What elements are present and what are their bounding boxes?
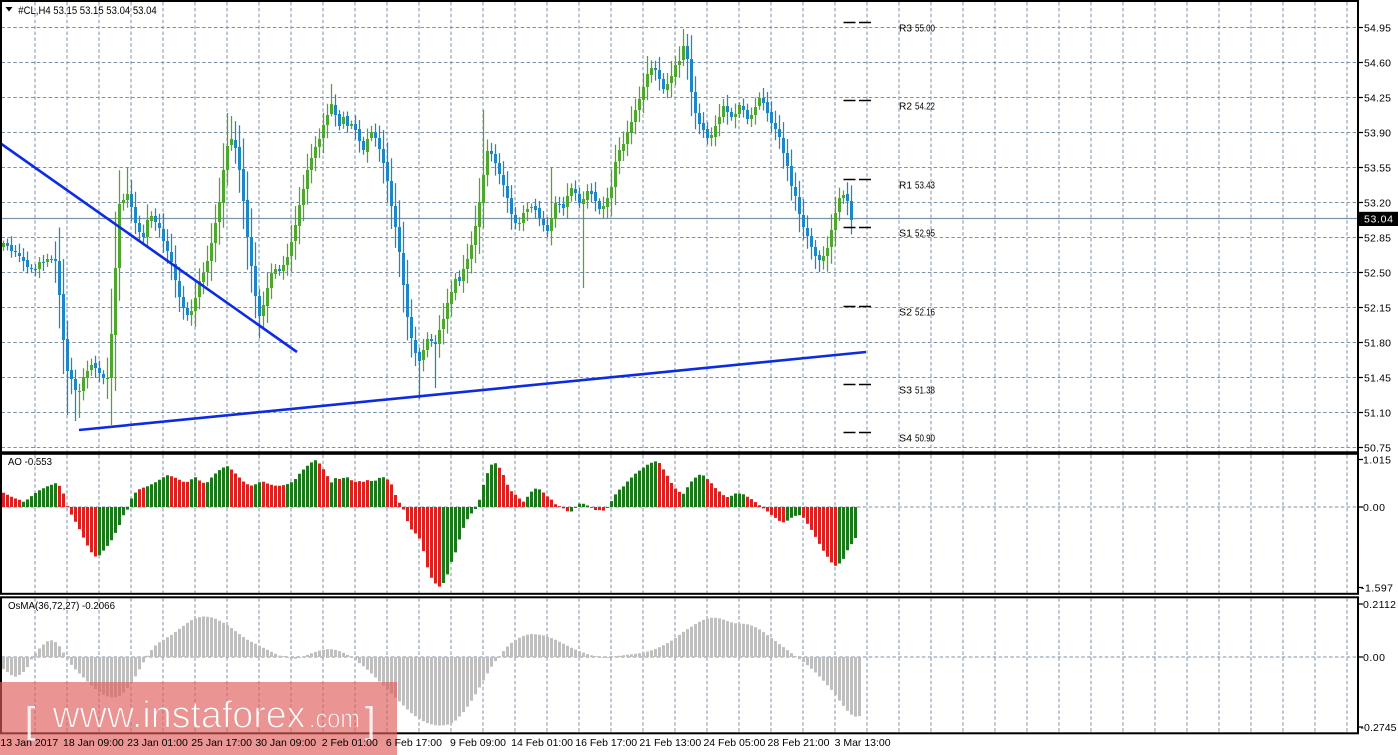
- svg-text:30 Jan 09:00: 30 Jan 09:00: [255, 737, 316, 749]
- svg-text:0.00: 0.00: [1363, 502, 1385, 514]
- svg-text:53.43: 53.43: [915, 180, 935, 192]
- svg-text:52.16: 52.16: [915, 307, 935, 319]
- svg-text:9 Feb 09:00: 9 Feb 09:00: [450, 737, 506, 749]
- svg-text:28 Feb 21:00: 28 Feb 21:00: [768, 737, 830, 749]
- svg-text:13 Jan 2017: 13 Jan 2017: [0, 737, 58, 749]
- svg-text:[: [: [25, 700, 35, 741]
- svg-text:#CL,H4 53.15 53.15 53.04 53.0: #CL,H4 53.15 53.15 53.04 53.04: [18, 5, 156, 17]
- svg-text:52.85: 52.85: [1364, 232, 1391, 244]
- svg-text:3 Mar 13:00: 3 Mar 13:00: [835, 737, 891, 749]
- svg-text:1.015: 1.015: [1363, 454, 1391, 466]
- svg-text:-1.597: -1.597: [1361, 582, 1393, 594]
- svg-text:51.80: 51.80: [1364, 337, 1391, 349]
- svg-text:-0.2745: -0.2745: [1361, 722, 1397, 734]
- svg-text:53.04: 53.04: [1364, 214, 1393, 226]
- svg-text:51.10: 51.10: [1364, 407, 1391, 419]
- svg-text:S4: S4: [899, 433, 912, 445]
- svg-text:52.50: 52.50: [1364, 267, 1391, 279]
- svg-text:52.15: 52.15: [1364, 302, 1391, 314]
- svg-text:23 Jan 01:00: 23 Jan 01:00: [127, 737, 188, 749]
- svg-text:24 Feb 05:00: 24 Feb 05:00: [703, 737, 765, 749]
- svg-text:0.00: 0.00: [1363, 652, 1385, 664]
- svg-text:AO -0.553: AO -0.553: [8, 456, 52, 468]
- svg-text:54.95: 54.95: [1364, 22, 1391, 34]
- svg-text:.com: .com: [309, 704, 360, 734]
- svg-text:16 Feb 17:00: 16 Feb 17:00: [575, 737, 637, 749]
- svg-text:50.75: 50.75: [1364, 442, 1391, 454]
- svg-text:S1: S1: [899, 228, 912, 240]
- svg-text:S3: S3: [899, 385, 912, 397]
- svg-text:53.20: 53.20: [1364, 197, 1391, 209]
- svg-text:14 Feb 01:00: 14 Feb 01:00: [511, 737, 573, 749]
- svg-text:R1: R1: [899, 180, 912, 192]
- svg-text:54.60: 54.60: [1364, 57, 1391, 69]
- svg-text:54.25: 54.25: [1364, 92, 1391, 104]
- svg-text:53.55: 53.55: [1364, 162, 1391, 174]
- svg-text:6 Feb 17:00: 6 Feb 17:00: [386, 737, 442, 749]
- svg-text:50.90: 50.90: [915, 433, 935, 445]
- svg-text:53.90: 53.90: [1364, 127, 1391, 139]
- svg-text:51.45: 51.45: [1364, 372, 1391, 384]
- svg-text:51.38: 51.38: [915, 385, 935, 397]
- svg-text:21 Feb 13:00: 21 Feb 13:00: [639, 737, 701, 749]
- svg-text:]: ]: [365, 700, 375, 741]
- svg-text:2 Feb 01:00: 2 Feb 01:00: [322, 737, 378, 749]
- svg-text:S2: S2: [899, 307, 912, 319]
- svg-text:18 Jan 09:00: 18 Jan 09:00: [63, 737, 124, 749]
- svg-text:52.95: 52.95: [915, 228, 935, 240]
- svg-text:0.2112: 0.2112: [1363, 599, 1396, 611]
- svg-text:OsMA(36,72,27) -0.2066: OsMA(36,72,27) -0.2066: [8, 600, 115, 612]
- svg-text:25 Jan 17:00: 25 Jan 17:00: [191, 737, 252, 749]
- svg-text:R2: R2: [899, 101, 912, 113]
- svg-text:55.00: 55.00: [915, 23, 935, 35]
- svg-text:www.instaforex: www.instaforex: [52, 695, 306, 737]
- svg-text:54.22: 54.22: [915, 101, 935, 113]
- svg-text:R3: R3: [899, 23, 912, 35]
